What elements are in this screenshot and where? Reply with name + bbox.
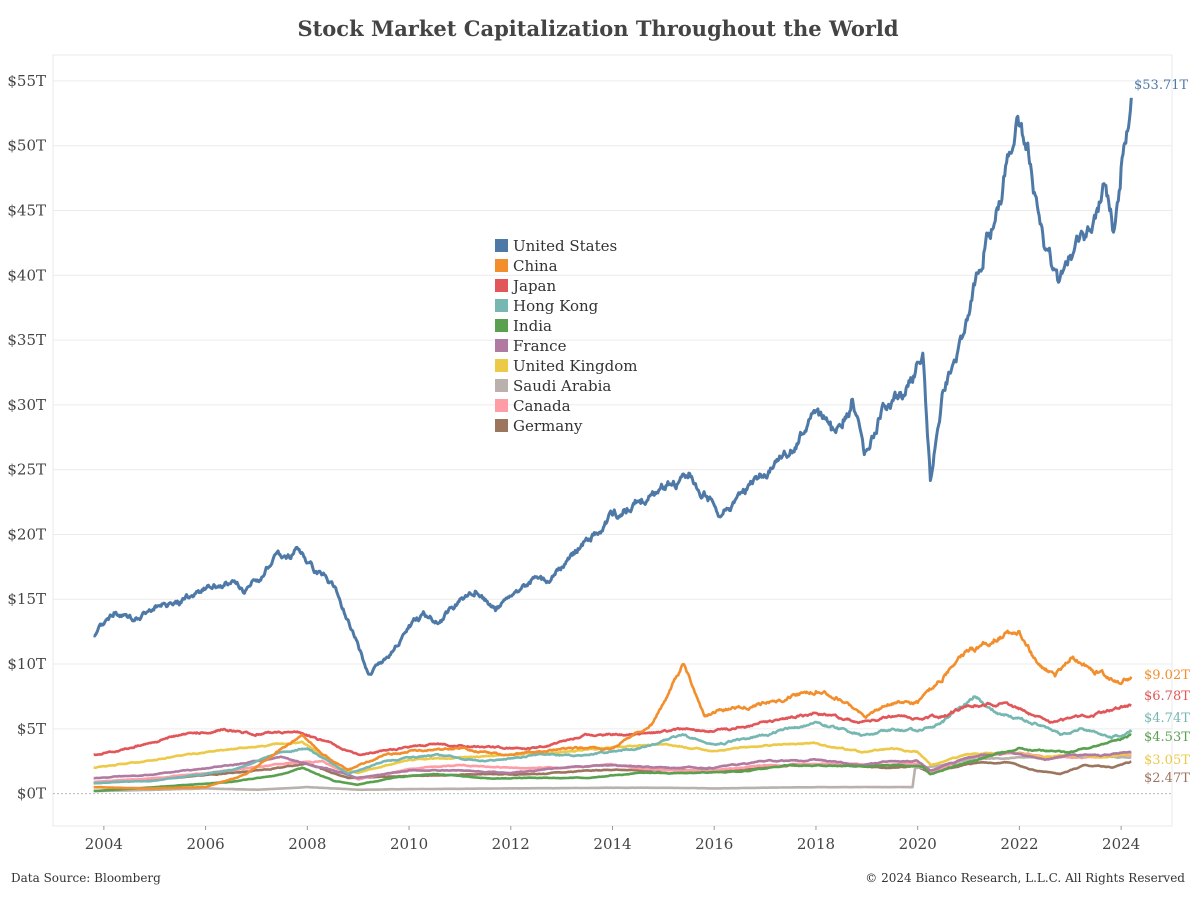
x-tick-label: 2010 — [390, 835, 428, 853]
legend-label: Canada — [513, 397, 571, 415]
legend-swatch — [495, 359, 508, 372]
series-line-india — [93, 733, 1132, 793]
legend-swatch — [495, 239, 508, 252]
legend-label: France — [513, 337, 567, 355]
y-tick-label: $5T — [17, 720, 46, 738]
end-label-india: $4.53T — [1144, 730, 1190, 745]
legend-label: Hong Kong — [513, 297, 599, 315]
legend-label: United States — [513, 237, 617, 255]
chart-title: Stock Market Capitalization Throughout t… — [297, 16, 898, 41]
legend-label: United Kingdom — [513, 357, 638, 375]
end-label-china: $9.02T — [1144, 668, 1190, 683]
end-labels: $53.71T $9.02T $6.78T $4.74T $4.53T $3.05T $2.… — [1134, 78, 1190, 786]
x-tick-label: 2016 — [695, 835, 733, 853]
series-lines — [93, 97, 1133, 793]
legend-swatch — [495, 419, 508, 432]
series-line-hong-kong — [93, 695, 1133, 785]
end-label-united-states: $53.71T — [1134, 78, 1188, 93]
series-line-united-states — [93, 97, 1133, 676]
y-tick-label: $30T — [7, 396, 46, 414]
x-tick-label: 2014 — [593, 835, 631, 853]
end-label-japan: $6.78T — [1144, 689, 1190, 704]
x-tick-label: 2004 — [85, 835, 123, 853]
y-tick-label: $45T — [7, 201, 46, 219]
legend-label: Germany — [513, 417, 583, 435]
legend-swatch — [495, 279, 508, 292]
y-tick-label: $40T — [7, 266, 46, 284]
axes: $0T $5T $10T $15T $20T $25T $30T $35T $40T $45T $5… — [7, 72, 1140, 853]
legend-swatch — [495, 399, 508, 412]
series-line-china — [93, 629, 1133, 790]
legend: United States China Japan Hong Kong India Fra… — [495, 237, 638, 435]
y-tick-label: $0T — [17, 785, 46, 803]
legend-swatch — [495, 339, 508, 352]
x-tick-label: 2022 — [1000, 835, 1038, 853]
legend-label: Japan — [511, 277, 557, 295]
y-tick-label: $15T — [7, 590, 46, 608]
legend-label: India — [513, 317, 552, 335]
x-tick-label: 2018 — [797, 835, 835, 853]
y-tick-label: $25T — [7, 461, 46, 479]
data-source-note: Data Source: Bloomberg — [11, 871, 161, 885]
y-tick-label: $20T — [7, 525, 46, 543]
y-tick-label: $50T — [7, 137, 46, 155]
x-tick-label: 2006 — [186, 835, 224, 853]
x-tick-label: 2024 — [1102, 835, 1140, 853]
end-label-germany: $2.47T — [1144, 771, 1190, 786]
x-tick-label: 2008 — [288, 835, 326, 853]
x-tick-label: 2020 — [899, 835, 937, 853]
legend-label: China — [513, 257, 558, 275]
end-label-united-kingdom: $3.05T — [1144, 753, 1190, 768]
series-line-germany — [93, 760, 1132, 785]
legend-swatch — [495, 379, 508, 392]
y-tick-label: $35T — [7, 331, 46, 349]
x-tick-label: 2012 — [492, 835, 530, 853]
copyright-note: © 2024 Bianco Research, L.L.C. All Right… — [865, 871, 1185, 885]
end-label-hong-kong: $4.74T — [1144, 711, 1190, 726]
y-tick-label: $10T — [7, 655, 46, 673]
y-tick-label: $55T — [7, 72, 46, 90]
legend-swatch — [495, 259, 508, 272]
legend-swatch — [495, 319, 508, 332]
legend-swatch — [495, 299, 508, 312]
legend-label: Saudi Arabia — [513, 377, 611, 395]
series-line-japan — [93, 701, 1132, 757]
